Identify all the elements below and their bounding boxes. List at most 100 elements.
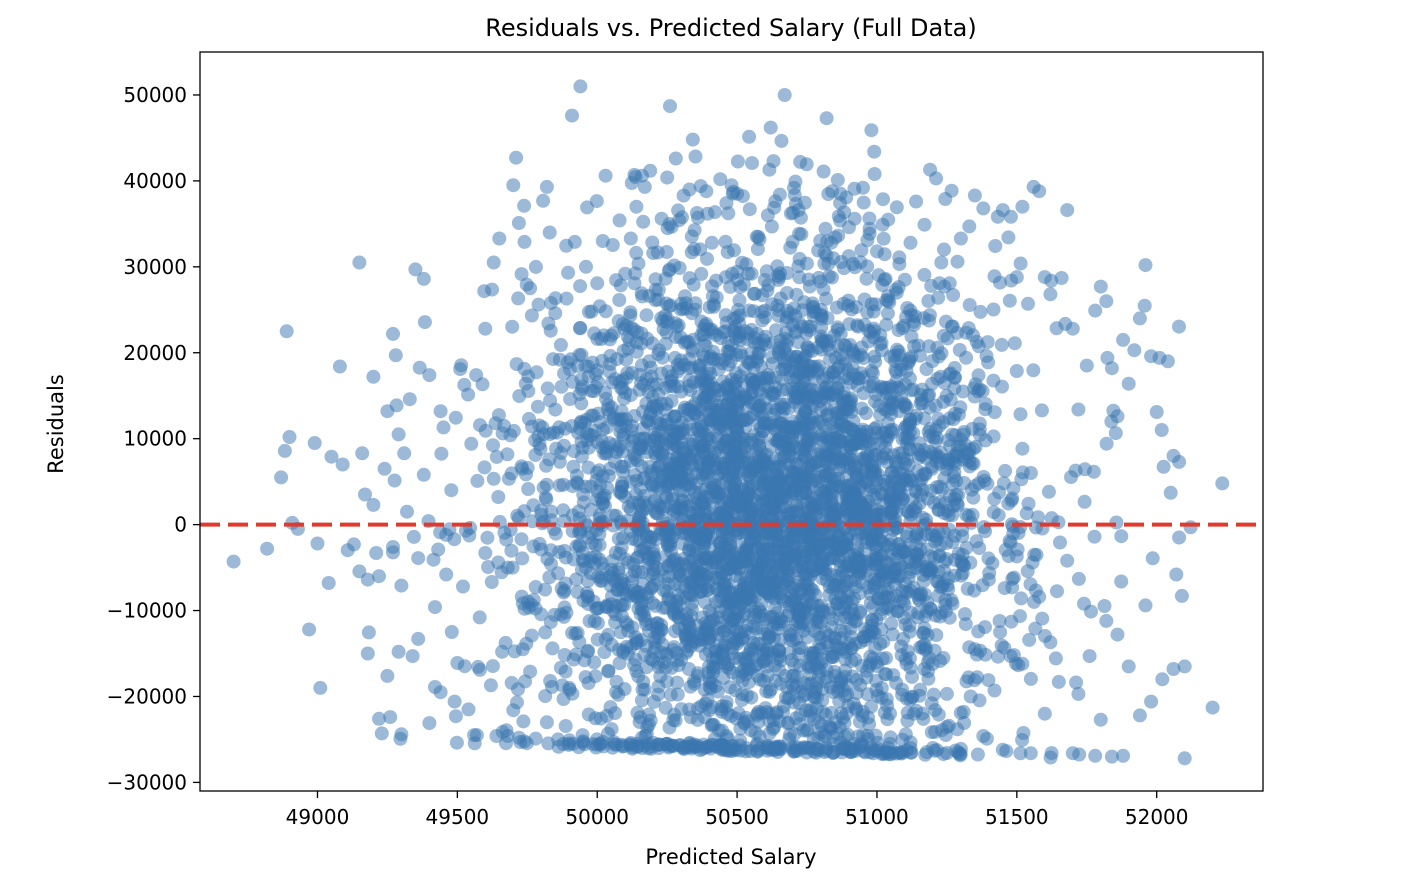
- data-point: [612, 656, 627, 671]
- data-point: [374, 726, 389, 741]
- data-point: [528, 259, 543, 274]
- x-tick-label: 51500: [985, 805, 1049, 829]
- data-point: [584, 536, 599, 551]
- data-point: [957, 476, 972, 490]
- data-point: [818, 221, 833, 236]
- data-point: [670, 687, 685, 702]
- data-point: [698, 595, 713, 610]
- data-point: [889, 588, 904, 603]
- data-point: [402, 392, 417, 407]
- data-point: [728, 320, 743, 335]
- data-point: [1169, 567, 1184, 582]
- data-point: [752, 534, 766, 549]
- data-point: [1001, 230, 1016, 245]
- data-point: [1104, 749, 1119, 764]
- data-point: [1051, 674, 1066, 689]
- data-point: [921, 294, 936, 308]
- data-point: [472, 610, 487, 625]
- data-point: [794, 379, 808, 393]
- data-point: [321, 576, 336, 590]
- data-point: [1015, 199, 1030, 214]
- data-point: [1138, 258, 1153, 273]
- data-point: [485, 282, 499, 297]
- data-point: [352, 255, 367, 270]
- data-point: [788, 174, 803, 189]
- data-point: [632, 367, 647, 382]
- data-point: [1034, 403, 1049, 418]
- data-point: [631, 256, 646, 271]
- data-point: [794, 486, 809, 501]
- y-tick-label: 20000: [123, 341, 187, 365]
- data-point: [491, 408, 506, 423]
- data-point: [862, 221, 877, 236]
- data-point: [803, 444, 818, 459]
- data-point: [534, 503, 549, 518]
- data-point: [516, 714, 531, 729]
- data-point: [803, 646, 818, 661]
- data-point: [670, 675, 685, 690]
- data-point: [770, 622, 785, 637]
- data-point: [1060, 203, 1075, 218]
- data-point: [847, 211, 862, 226]
- data-point: [360, 646, 375, 661]
- data-point: [640, 528, 655, 543]
- data-point: [1053, 535, 1067, 550]
- data-point: [1145, 551, 1160, 566]
- data-point: [534, 542, 549, 557]
- data-point: [802, 618, 817, 633]
- data-point: [514, 532, 529, 547]
- data-point: [1077, 494, 1092, 509]
- data-point: [862, 379, 877, 394]
- data-point: [859, 670, 874, 685]
- data-point: [1093, 712, 1108, 727]
- data-point: [867, 167, 882, 181]
- data-point: [735, 412, 750, 427]
- data-point: [856, 195, 871, 210]
- data-point: [917, 637, 932, 652]
- data-point: [827, 328, 842, 343]
- data-point: [866, 304, 881, 319]
- data-point: [540, 381, 555, 396]
- data-point: [436, 420, 451, 435]
- data-point: [745, 156, 759, 171]
- data-point: [637, 470, 652, 485]
- data-point: [586, 408, 601, 423]
- data-point: [778, 690, 793, 705]
- data-point: [929, 447, 944, 462]
- data-point: [434, 446, 449, 461]
- data-point: [279, 324, 294, 339]
- data-point: [777, 88, 792, 102]
- data-point: [856, 351, 871, 366]
- data-point: [749, 621, 764, 636]
- data-point: [1013, 256, 1028, 271]
- data-point: [911, 338, 926, 353]
- data-point: [554, 379, 569, 394]
- data-point: [729, 528, 744, 543]
- data-point: [705, 289, 720, 304]
- data-point: [448, 709, 463, 724]
- data-point: [346, 537, 361, 552]
- data-point: [680, 643, 695, 658]
- data-point: [837, 624, 852, 639]
- data-point: [480, 530, 495, 545]
- data-point: [405, 649, 420, 664]
- data-point: [871, 268, 886, 283]
- data-point: [397, 446, 412, 461]
- data-point: [832, 612, 847, 626]
- data-point: [746, 555, 761, 570]
- data-point: [512, 389, 527, 403]
- data-point: [789, 287, 804, 302]
- data-point: [880, 306, 895, 321]
- data-point: [1043, 635, 1058, 650]
- data-point: [573, 415, 588, 430]
- data-point: [917, 662, 932, 677]
- data-point: [781, 608, 795, 623]
- data-point: [881, 741, 896, 755]
- data-point: [920, 491, 935, 506]
- data-point: [621, 499, 636, 514]
- data-point: [1021, 296, 1035, 311]
- data-point: [924, 376, 939, 391]
- data-point: [702, 300, 717, 315]
- data-point: [1093, 279, 1108, 294]
